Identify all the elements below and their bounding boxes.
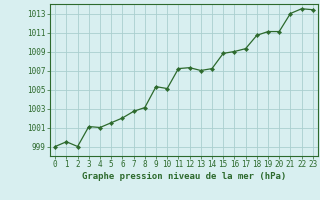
X-axis label: Graphe pression niveau de la mer (hPa): Graphe pression niveau de la mer (hPa) — [82, 172, 286, 181]
